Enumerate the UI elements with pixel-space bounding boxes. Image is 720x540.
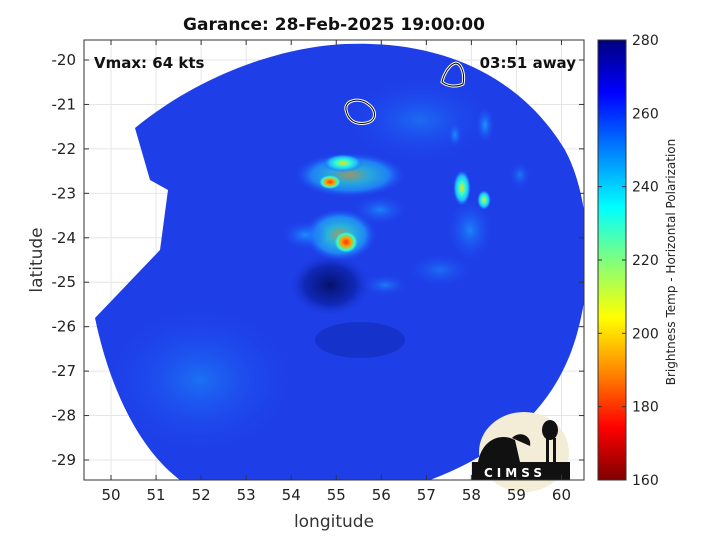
microwave-swath	[95, 43, 584, 480]
colorbar-scale	[597, 39, 627, 481]
x-tick-label: 55	[327, 486, 346, 504]
colorbar-tick-label: 280	[632, 33, 659, 49]
colorbar-tick-label: 160	[632, 473, 659, 489]
x-tick-label: 57	[417, 486, 436, 504]
outer-band-1	[453, 170, 471, 206]
y-tick-label: -25	[52, 273, 77, 291]
x-axis: 50 51 52 53 54 55 56 57 58 59 60	[101, 40, 571, 504]
storm-core	[288, 253, 372, 317]
colorbar-tick-label: 180	[632, 400, 659, 416]
x-tick-label: 59	[507, 486, 526, 504]
y-tick-label: -22	[52, 140, 77, 158]
x-tick-label: 50	[101, 486, 120, 504]
colorbar-label: Brightness Temp - Horizontal Polarizatio…	[664, 139, 678, 386]
y-axis: -20 -21 -22 -23 -24 -25 -26 -27 -28 -29	[52, 51, 584, 469]
chart-title: Garance: 28-Feb-2025 19:00:00	[183, 15, 485, 35]
x-tick-label: 51	[147, 486, 166, 504]
convection-hotspot-1	[319, 175, 341, 189]
y-tick-label: -29	[52, 451, 77, 469]
colorbar-tick-label: 220	[632, 253, 659, 269]
y-axis-label: latitude	[27, 227, 47, 292]
logo-text: CIMSS	[484, 466, 546, 480]
y-tick-label: -23	[52, 184, 77, 202]
y-tick-label: -27	[52, 362, 77, 380]
y-tick-label: -21	[52, 95, 77, 113]
colorbar-tick-label: 260	[632, 106, 659, 122]
axes-frame	[83, 39, 585, 481]
rainband-north-peak	[323, 154, 363, 172]
y-tick-label: -26	[52, 318, 77, 336]
colorbar: 280 260 240 220 200 180 160 Brightness Temp - …	[597, 33, 678, 489]
x-axis-label: longitude	[294, 512, 374, 532]
y-tick-label: -20	[52, 51, 77, 69]
time-away-label: 03:51 away	[480, 54, 577, 72]
x-tick-label: 58	[462, 486, 481, 504]
colorbar-tick-label: 200	[632, 326, 659, 342]
convection-hotspot-2	[334, 231, 358, 253]
vmax-label: Vmax: 64 kts	[94, 54, 204, 72]
x-tick-label: 60	[552, 486, 571, 504]
y-tick-label: -24	[52, 229, 77, 247]
outer-moist-region	[110, 310, 290, 450]
x-tick-label: 56	[372, 486, 391, 504]
colorbar-tick-label: 240	[632, 180, 659, 196]
x-tick-label: 54	[282, 486, 301, 504]
x-tick-label: 53	[237, 486, 256, 504]
y-tick-label: -28	[52, 407, 77, 425]
cimss-logo: CIMSS	[472, 412, 570, 492]
x-tick-label: 52	[192, 486, 211, 504]
